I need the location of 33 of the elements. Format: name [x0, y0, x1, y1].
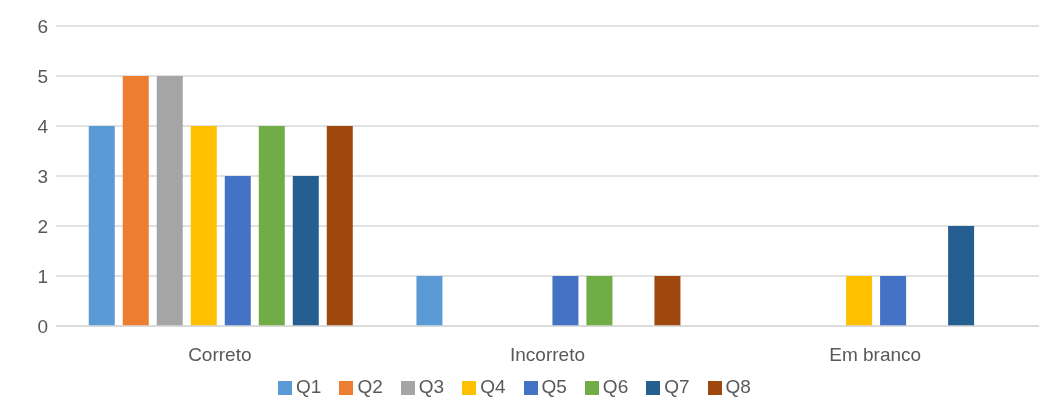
bar	[156, 76, 183, 326]
bar	[586, 276, 613, 326]
bar	[326, 126, 353, 326]
bar	[292, 176, 319, 326]
legend-label: Q3	[418, 376, 445, 397]
x-tick-label: Em branco	[829, 344, 922, 366]
bar	[190, 126, 217, 326]
bar	[88, 126, 115, 326]
x-tick-label: Correto	[188, 344, 252, 366]
legend-label: Q8	[725, 376, 751, 397]
y-tick-label: 0	[37, 315, 48, 337]
legend-label: Q4	[480, 376, 506, 397]
bar	[416, 276, 443, 326]
bar	[258, 126, 285, 326]
legend-label: Q6	[602, 376, 629, 397]
bar	[846, 276, 873, 326]
y-tick-label: 3	[37, 165, 48, 187]
bar	[948, 226, 975, 326]
legend-label: Q1	[296, 376, 322, 397]
y-tick-label: 4	[37, 115, 49, 137]
bar	[122, 76, 149, 326]
legend-label: Q5	[541, 376, 567, 397]
bar	[654, 276, 681, 326]
legend-label: Q2	[357, 376, 383, 397]
y-tick-label: 1	[37, 265, 48, 287]
x-tick-label: Incorreto	[510, 344, 585, 366]
y-tick-label: 2	[37, 215, 48, 237]
y-tick-label: 6	[37, 15, 48, 37]
y-tick-label: 5	[37, 65, 48, 87]
bar	[880, 276, 907, 326]
bar	[224, 176, 251, 326]
legend-label: Q7	[664, 376, 690, 397]
bar	[552, 276, 579, 326]
